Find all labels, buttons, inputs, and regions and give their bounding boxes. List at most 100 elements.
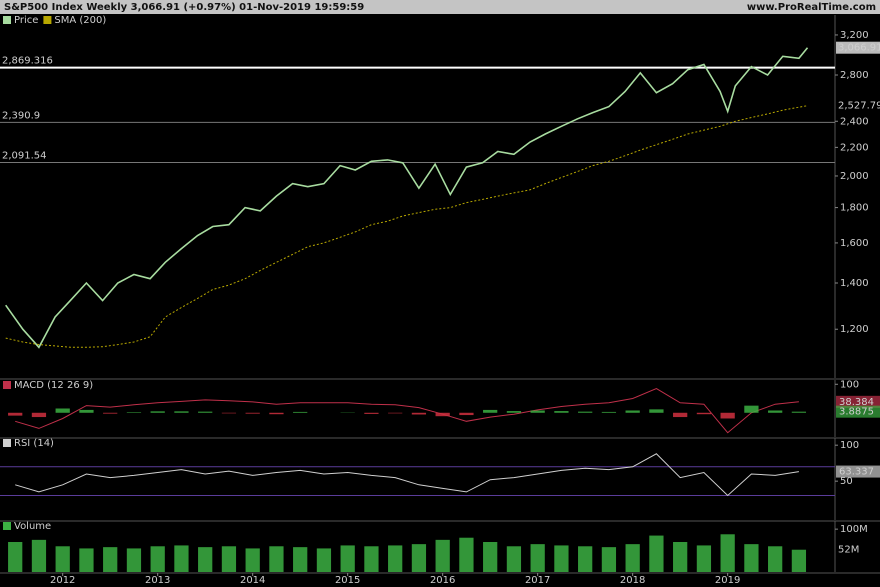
- bar: [459, 412, 474, 416]
- bar: [55, 408, 70, 413]
- bar: [221, 546, 237, 572]
- bar: [126, 412, 142, 413]
- y-tick-label: 2,800: [840, 70, 869, 81]
- bar: [649, 535, 664, 572]
- y-tick-label: 50: [840, 476, 853, 487]
- bar: [79, 409, 94, 413]
- bar: [554, 411, 569, 413]
- last-value-label: 38.384: [839, 397, 874, 408]
- bar: [245, 548, 260, 572]
- bar: [578, 411, 593, 413]
- last-value-label: 63.337: [839, 467, 874, 478]
- bar: [578, 546, 593, 572]
- bar: [8, 412, 23, 416]
- bar: [8, 542, 23, 572]
- level-label: 2,091.54: [2, 151, 47, 162]
- bar: [625, 410, 640, 413]
- y-tick-label: 100M: [840, 524, 868, 535]
- bar: [55, 546, 70, 572]
- level-label: 2,869.316: [2, 56, 53, 67]
- bar: [435, 412, 450, 417]
- bar: [364, 412, 379, 414]
- bar: [768, 410, 783, 413]
- y-tick-label: 1,800: [840, 203, 869, 214]
- bar: [245, 412, 260, 414]
- bar: [673, 412, 688, 418]
- y-tick-label: 100: [840, 440, 859, 451]
- bar: [530, 410, 545, 413]
- legend-label: Price: [14, 15, 38, 26]
- marker-box: [836, 99, 880, 112]
- bar: [103, 547, 118, 572]
- y-tick-label: 2,000: [840, 171, 869, 182]
- legend-label: MACD (12 26 9): [14, 380, 93, 391]
- bar: [791, 549, 807, 572]
- source: www.ProRealTime.com: [747, 2, 876, 13]
- series-line: [15, 388, 799, 434]
- level-label: 2,390.9: [2, 110, 40, 121]
- bar: [601, 547, 617, 572]
- x-tick-label: 2013: [145, 575, 170, 586]
- bar: [649, 409, 664, 413]
- y-tick-label: 3,200: [840, 30, 869, 41]
- y-tick-label: 2,400: [840, 116, 869, 127]
- x-tick-label: 2014: [240, 575, 265, 586]
- legend-label: Volume: [14, 521, 51, 532]
- y-tick-label: 1,600: [840, 238, 869, 249]
- bar: [673, 542, 688, 572]
- bar: [506, 411, 522, 413]
- marker-label: 52M: [838, 545, 859, 556]
- bar: [625, 544, 640, 572]
- bar: [696, 545, 712, 572]
- bar: [530, 544, 545, 572]
- bar: [435, 539, 450, 572]
- bar: [744, 405, 759, 413]
- bar: [601, 411, 617, 413]
- bar: [483, 542, 498, 572]
- legend-label: SMA (200): [54, 15, 106, 26]
- bar: [459, 537, 474, 572]
- bar: [126, 548, 142, 572]
- bar: [316, 548, 332, 572]
- bar: [554, 545, 569, 572]
- bar: [198, 411, 213, 413]
- series-line: [5, 47, 809, 349]
- y-tick-label: 1,200: [840, 324, 869, 335]
- bar: [174, 411, 189, 413]
- bar: [221, 412, 237, 414]
- bar: [744, 544, 759, 572]
- bar: [198, 547, 213, 572]
- x-tick-label: 2012: [50, 575, 75, 586]
- legend-swatch: [3, 439, 11, 447]
- x-tick-label: 2017: [525, 575, 550, 586]
- y-tick-label: 2,200: [840, 142, 869, 153]
- legend-label: RSI (14): [14, 438, 54, 449]
- bar: [364, 546, 379, 572]
- last-price-label: 3,066.91: [838, 43, 880, 54]
- last-value-box: [836, 405, 880, 418]
- bar: [150, 411, 165, 413]
- bar: [768, 546, 783, 572]
- series-line: [5, 105, 808, 348]
- last-price-box: [836, 41, 880, 54]
- bar: [31, 412, 47, 418]
- y-tick-label: 100: [840, 379, 859, 390]
- x-tick-label: 2016: [430, 575, 455, 586]
- last-value-box: [836, 465, 880, 478]
- bar: [150, 546, 165, 572]
- bar: [791, 411, 807, 413]
- legend-swatch: [3, 522, 11, 530]
- bar: [483, 409, 498, 413]
- bar: [388, 545, 403, 572]
- chart-title: S&P500 Index Weekly 3,066.91 (+0.97%) 01…: [4, 2, 364, 13]
- bar: [411, 412, 427, 415]
- series-line: [15, 453, 799, 497]
- bar: [720, 412, 735, 419]
- bar: [293, 411, 308, 413]
- bar: [103, 412, 118, 414]
- bar: [696, 412, 712, 415]
- last-value-box: [836, 395, 880, 408]
